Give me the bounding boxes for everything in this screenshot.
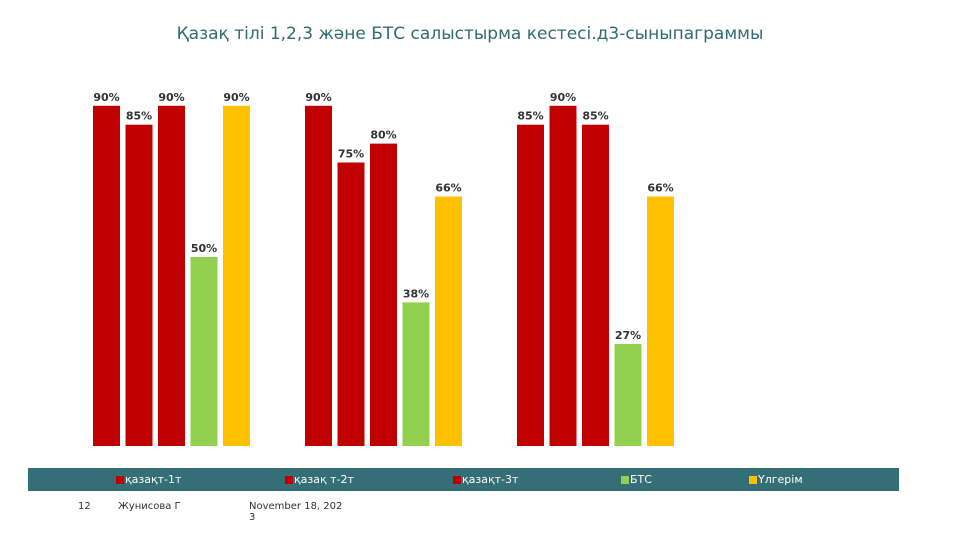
- footer-author: Жунисова Г: [118, 501, 181, 512]
- data-label: 27%: [615, 329, 641, 342]
- bar: [125, 124, 153, 446]
- data-label: 38%: [403, 287, 429, 300]
- legend-swatch: [453, 475, 461, 484]
- data-label: 85%: [582, 110, 608, 123]
- legend-item: Үлгерім: [749, 473, 803, 486]
- bar: [517, 124, 544, 446]
- legend: қазақт-1т қазақ т-2т қазақт-3т БТС Үлгерім: [28, 468, 899, 491]
- bar: [337, 162, 365, 446]
- legend-label: қазақ т-2т: [294, 473, 354, 486]
- bar: [190, 257, 218, 446]
- data-label: 66%: [435, 182, 461, 195]
- bar: [223, 105, 250, 447]
- legend-item: қазақ т-2т: [285, 473, 354, 486]
- legend-label: БТС: [630, 473, 652, 486]
- legend-item: қазақт-3т: [453, 473, 518, 486]
- bar: [402, 302, 430, 446]
- footer-date: November 18, 2023: [249, 501, 343, 523]
- slide-number: 12: [78, 501, 91, 512]
- data-label: 80%: [370, 129, 396, 142]
- legend-item: БТС: [621, 473, 652, 486]
- data-label: 90%: [223, 91, 249, 104]
- data-label: 90%: [158, 91, 184, 104]
- bar: [305, 105, 332, 447]
- data-label: 90%: [305, 91, 331, 104]
- legend-swatch: [621, 475, 629, 484]
- legend-swatch: [749, 475, 757, 484]
- legend-swatch: [285, 475, 293, 484]
- data-label: 85%: [517, 110, 543, 123]
- bar: [549, 105, 577, 447]
- bar: [614, 343, 642, 446]
- legend-label: қазақт-1т: [125, 473, 182, 486]
- legend-label: Үлгерім: [758, 473, 803, 486]
- bar: [435, 196, 462, 446]
- bar: [582, 124, 609, 446]
- bar: [158, 105, 185, 447]
- data-label: 85%: [126, 110, 152, 123]
- data-label: 50%: [191, 242, 217, 255]
- data-label: 66%: [647, 182, 673, 195]
- data-label: 90%: [93, 91, 119, 104]
- legend-swatch: [116, 475, 124, 484]
- bar: [93, 105, 120, 447]
- data-label: 90%: [550, 91, 576, 104]
- legend-item: қазақт-1т: [116, 473, 181, 486]
- data-label: 75%: [338, 148, 364, 161]
- bar: [370, 143, 397, 446]
- chart-title: Қазақ тілі 1,2,3 және БТС салыстырма кес…: [176, 24, 764, 44]
- legend-label: қазақт-3т: [462, 473, 519, 486]
- bar: [647, 196, 674, 446]
